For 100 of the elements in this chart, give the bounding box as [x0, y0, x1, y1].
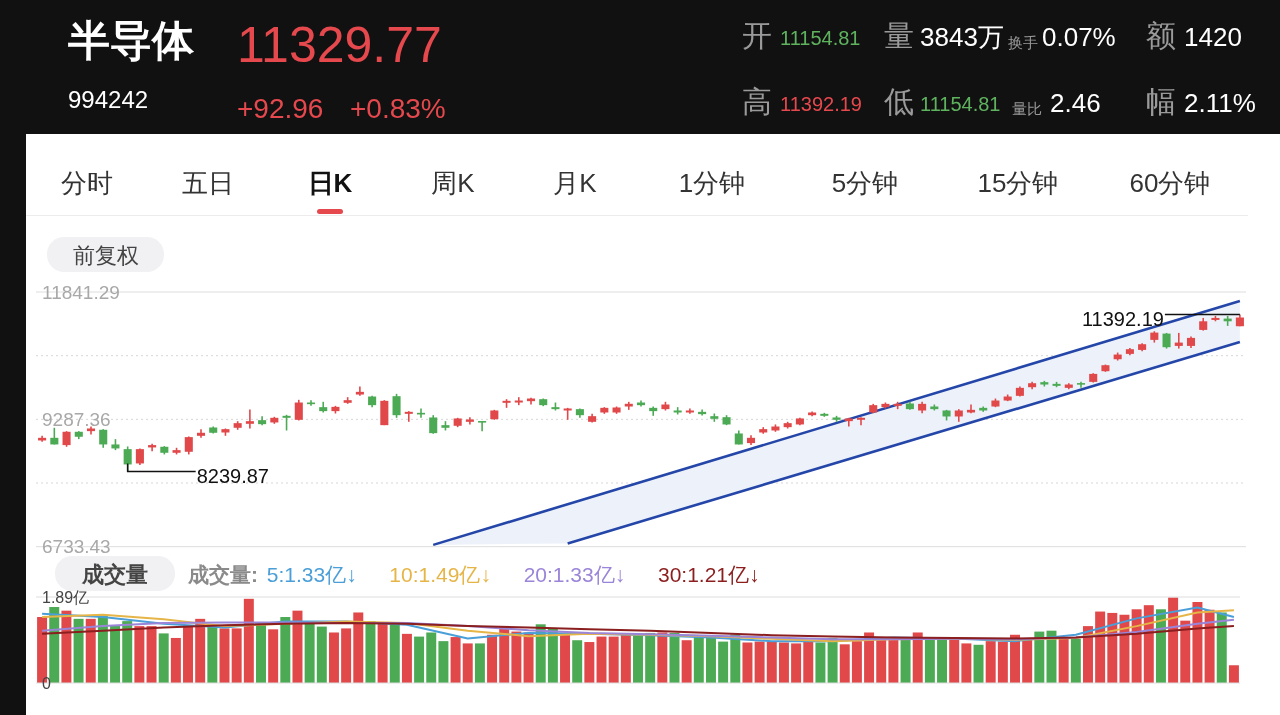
text: 分时 — [61, 168, 113, 198]
bar — [256, 625, 266, 683]
text: 幅 — [1146, 85, 1176, 118]
y-tick-label: 1.89亿 — [42, 588, 90, 606]
bar — [633, 633, 643, 683]
series-label: 10:1.49亿↓ — [389, 563, 491, 586]
text: 5分钟 — [831, 168, 899, 198]
chart-title: 成交量 — [81, 562, 148, 587]
text: +0.83% — [350, 93, 446, 124]
bar — [924, 638, 935, 683]
text: 11329.77 — [237, 17, 442, 73]
bar — [487, 634, 498, 683]
bar — [183, 625, 194, 683]
text: 994242 — [68, 86, 149, 113]
bar — [815, 642, 826, 683]
bar — [268, 629, 279, 683]
bar — [681, 640, 692, 683]
text: 1分钟 — [678, 168, 746, 198]
text: 60分钟 — [1129, 168, 1211, 198]
text: 五日 — [182, 168, 234, 198]
bar — [1216, 612, 1227, 683]
text: 1420 — [1184, 22, 1242, 52]
bar — [754, 641, 765, 683]
bar — [73, 618, 84, 683]
text: 20:1.33亿↓ — [523, 563, 626, 586]
bar — [778, 642, 789, 683]
bar — [462, 643, 473, 683]
text: 2.11% — [1184, 88, 1256, 118]
bar — [523, 632, 534, 683]
bar — [912, 632, 923, 683]
text: 高 — [742, 85, 772, 118]
text: 额 — [1146, 19, 1176, 52]
bar — [608, 636, 619, 683]
text: 11154.81 — [920, 93, 1001, 115]
bar — [110, 625, 121, 683]
bar — [620, 634, 631, 683]
y-tick-label: 6733.43 — [42, 536, 111, 558]
bar — [985, 641, 996, 683]
text: 量 — [884, 19, 914, 52]
bar — [937, 638, 948, 683]
text: +92.96 — [237, 93, 324, 124]
bar — [511, 631, 522, 683]
y-tick-label: 11841.29 — [42, 281, 120, 303]
text: 半导体 — [67, 17, 195, 64]
text: 周K — [431, 168, 476, 198]
bar — [1022, 638, 1033, 683]
bar — [474, 643, 485, 683]
text: 前复权 — [72, 243, 139, 268]
bar — [146, 626, 157, 683]
bar — [705, 637, 716, 683]
bar — [1058, 637, 1069, 683]
annotation: 11392.19 — [1081, 308, 1164, 331]
bar — [560, 633, 571, 683]
text: 低 — [884, 85, 914, 118]
bar — [718, 641, 729, 683]
bar — [401, 633, 412, 683]
text: 3843万 — [920, 22, 1004, 52]
y-tick-label: 9287.36 — [42, 408, 111, 430]
bar — [353, 612, 364, 683]
bar — [122, 621, 133, 683]
bar — [973, 644, 984, 683]
bar — [596, 636, 607, 683]
bar — [961, 643, 972, 683]
bar — [1228, 665, 1239, 683]
bar — [803, 640, 814, 683]
bar — [450, 637, 461, 683]
bar — [1034, 631, 1045, 683]
bar — [231, 628, 242, 683]
bar — [389, 622, 400, 683]
bar — [1180, 620, 1191, 683]
text: 30:1.21亿↓ — [657, 563, 760, 586]
text: 0.07% — [1042, 22, 1116, 52]
bar — [377, 622, 388, 683]
text: 15分钟 — [977, 168, 1059, 198]
legend-title: 成交量: — [187, 563, 258, 586]
bar — [839, 644, 850, 683]
bar — [195, 618, 206, 683]
text: 11392.19 — [780, 93, 862, 115]
bar — [134, 626, 145, 683]
bar — [341, 628, 352, 683]
annotation: 8239.87 — [196, 464, 269, 487]
bar — [888, 638, 899, 683]
bar — [426, 632, 437, 683]
bar — [170, 637, 181, 683]
bar — [365, 621, 376, 683]
bar — [572, 640, 583, 683]
bar — [669, 632, 680, 683]
bar — [851, 641, 862, 683]
bar — [766, 641, 777, 683]
bar — [584, 642, 595, 683]
text: 换手 — [1008, 34, 1038, 51]
bar — [304, 622, 315, 683]
bar — [657, 632, 668, 683]
text: 11154.81 — [780, 27, 861, 49]
bar — [243, 598, 254, 683]
bar — [791, 643, 802, 683]
bar — [693, 636, 704, 683]
bar — [292, 610, 303, 683]
bar — [328, 632, 339, 683]
bar — [900, 638, 911, 683]
